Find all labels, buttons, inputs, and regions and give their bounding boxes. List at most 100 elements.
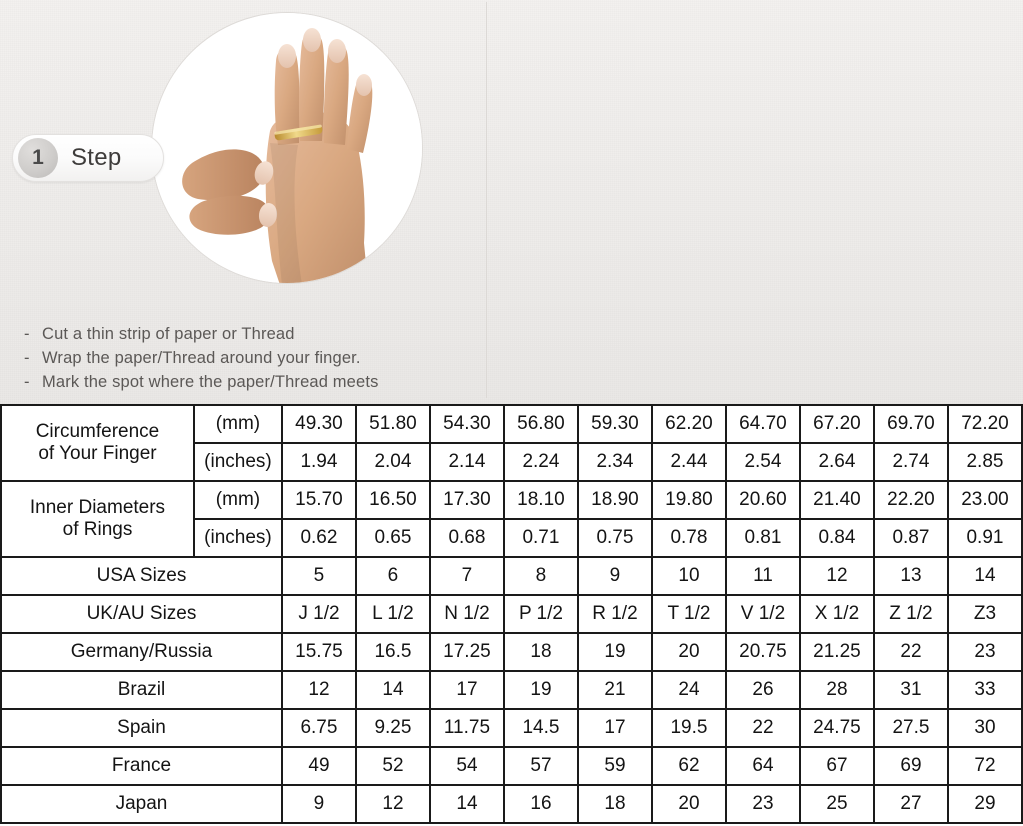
- table-cell: 59.30: [576, 404, 653, 444]
- table-cell: 19: [576, 632, 653, 672]
- table-cell: 23.00: [946, 480, 1023, 520]
- table-cell: 72.20: [946, 404, 1023, 444]
- table-cell: 19.80: [650, 480, 727, 520]
- table-cell: 11.75: [428, 708, 505, 748]
- panel-divider: [486, 2, 487, 398]
- table-cell: 18.90: [576, 480, 653, 520]
- table-row: Japan 9 12 14 16 18 20 23 25 27 29: [0, 784, 1023, 824]
- table-cell: 2.34: [576, 442, 653, 482]
- table-row: (inches) 0.62 0.65 0.68 0.71 0.75 0.78 0.81 0.84…: [1, 518, 1023, 558]
- step-1-number: 1: [18, 138, 58, 178]
- row-group-label: Inner Diameters of Rings: [0, 480, 195, 558]
- table-cell: 2.44: [650, 442, 727, 482]
- row-label: Germany/Russia: [0, 632, 283, 672]
- hand-illustration-svg: [152, 13, 422, 283]
- table-cell: 18: [576, 784, 653, 824]
- ring-size-chart: Circumference of Your Finger (mm) 49.30 51.8…: [0, 404, 1023, 826]
- table-cell: 2.85: [946, 442, 1023, 482]
- table-cell: 18: [502, 632, 579, 672]
- table-cell: Z3: [946, 594, 1023, 634]
- table-row: (inches) 1.94 2.04 2.14 2.24 2.34 2.44 2.54 2.64…: [1, 442, 1023, 482]
- table-cell: 23: [946, 632, 1023, 672]
- row-group-label-line: Circumference: [35, 421, 160, 442]
- table-cell: 20.60: [724, 480, 801, 520]
- table-cell: 0.84: [798, 518, 875, 558]
- table-row: France 49 52 54 57 59 62 64 67 69 72: [0, 746, 1023, 786]
- table-cell: 2.14: [428, 442, 505, 482]
- table-cell: 21.25: [798, 632, 875, 672]
- table-cell: X 1/2: [798, 594, 875, 634]
- table-cell: 2.04: [354, 442, 431, 482]
- table-cell: 14: [428, 784, 505, 824]
- table-cell: N 1/2: [428, 594, 505, 634]
- table-cell: 30: [946, 708, 1023, 748]
- table-cell: 51.80: [354, 404, 431, 444]
- ring-size-table: Circumference of Your Finger (mm) 49.30 51.8…: [0, 404, 1023, 824]
- table-row: Circumference of Your Finger (mm) 49.30 51.8…: [0, 404, 1023, 482]
- table-cell: 8: [502, 556, 579, 596]
- table-cell: 17.25: [428, 632, 505, 672]
- row-unit-label: (mm): [192, 480, 283, 520]
- row-label: France: [0, 746, 283, 786]
- ring-size-table-body: Circumference of Your Finger (mm) 49.30 51.8…: [0, 404, 1023, 824]
- table-cell: 28: [798, 670, 875, 710]
- instruction-text: Cut a thin strip of paper or Thread: [42, 325, 295, 343]
- steps-panel: 1 Step - Cut a thin strip of paper or Th…: [0, 0, 1023, 404]
- table-cell: 15.70: [280, 480, 357, 520]
- table-cell: 62: [650, 746, 727, 786]
- bullet-dash: -: [24, 325, 30, 343]
- table-cell: 20: [650, 784, 727, 824]
- instruction-item: - Mark the spot where the paper/Thread m…: [24, 370, 474, 394]
- table-cell: 14: [946, 556, 1023, 596]
- table-cell: 26: [724, 670, 801, 710]
- table-cell: 1.94: [280, 442, 357, 482]
- table-cell: 0.62: [280, 518, 357, 558]
- row-unit-label: (inches): [192, 518, 283, 558]
- step-2-column: 1 2 3 MADE IN CHINA 2 Step - Measure the…: [512, 0, 1023, 404]
- table-cell: 17: [428, 670, 505, 710]
- table-cell: 2.54: [724, 442, 801, 482]
- table-cell: 25: [798, 784, 875, 824]
- table-cell: 0.81: [724, 518, 801, 558]
- row-group-label: Circumference of Your Finger: [0, 404, 195, 482]
- row-unit-label: (mm): [192, 404, 283, 444]
- row-label: USA Sizes: [0, 556, 283, 596]
- table-cell: 20.75: [724, 632, 801, 672]
- table-cell: 69.70: [872, 404, 949, 444]
- table-cell: 20: [650, 632, 727, 672]
- table-cell: 31: [872, 670, 949, 710]
- table-cell: 2.74: [872, 442, 949, 482]
- table-cell: 33: [946, 670, 1023, 710]
- table-cell: 0.65: [354, 518, 431, 558]
- table-cell: 52: [354, 746, 431, 786]
- instruction-text: Wrap the paper/Thread around your finger…: [42, 349, 361, 367]
- table-cell: 18.10: [502, 480, 579, 520]
- table-cell: 13: [872, 556, 949, 596]
- table-cell: Z 1/2: [872, 594, 949, 634]
- step-1-label: Step: [71, 144, 122, 171]
- table-cell: 54: [428, 746, 505, 786]
- table-cell: 64: [724, 746, 801, 786]
- table-cell: 21: [576, 670, 653, 710]
- table-cell: 27: [872, 784, 949, 824]
- table-cell: 72: [946, 746, 1023, 786]
- table-cell: 21.40: [798, 480, 875, 520]
- table-row: Brazil 12 14 17 19 21 24 26 28 31 33: [0, 670, 1023, 710]
- table-cell: 10: [650, 556, 727, 596]
- table-cell: J 1/2: [280, 594, 357, 634]
- table-cell: 16.50: [354, 480, 431, 520]
- table-cell: 24: [650, 670, 727, 710]
- table-cell: 9.25: [354, 708, 431, 748]
- table-cell: P 1/2: [502, 594, 579, 634]
- table-cell: 22: [872, 632, 949, 672]
- step-1-badge: 1 Step: [12, 134, 164, 182]
- table-cell: 67.20: [798, 404, 875, 444]
- step-1-instructions: - Cut a thin strip of paper or Thread - …: [24, 322, 474, 394]
- row-label: Japan: [0, 784, 283, 824]
- table-cell: 6.75: [280, 708, 357, 748]
- table-cell: 12: [354, 784, 431, 824]
- table-cell: 9: [280, 784, 357, 824]
- table-cell: 22: [724, 708, 801, 748]
- table-cell: 0.75: [576, 518, 653, 558]
- row-label: Spain: [0, 708, 283, 748]
